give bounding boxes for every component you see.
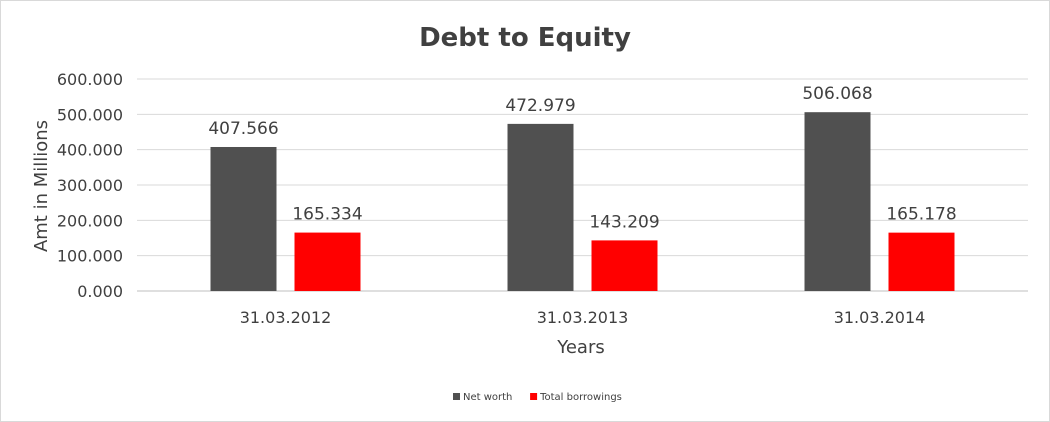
data-label: 407.566: [208, 119, 278, 139]
labels-layer: 407.566 165.334 31.03.2012 472.979 143.209 31…: [208, 84, 956, 327]
grid-layer: 0.000 100.000 200.000 300.000 400.000 500.000…: [57, 70, 1028, 301]
bar: [591, 240, 658, 291]
bars-layer: [210, 112, 955, 292]
legend-label: Net worth: [463, 392, 512, 403]
legend-label: Total borrowings: [539, 392, 622, 403]
bar: [888, 232, 955, 291]
data-label: 165.334: [292, 205, 362, 225]
y-tick-label: 300.000: [57, 176, 123, 195]
legend-swatch: [453, 393, 460, 400]
data-label: 506.068: [802, 84, 872, 104]
y-tick-label: 600.000: [57, 70, 123, 89]
data-label: 143.209: [589, 212, 659, 232]
legend: Net worth Total borrowings: [453, 392, 622, 403]
bar: [210, 146, 277, 291]
legend-swatch: [530, 393, 538, 400]
data-label: 472.979: [505, 96, 575, 116]
y-tick-label: 500.000: [57, 105, 123, 124]
bar: [294, 232, 361, 291]
y-tick-label: 100.000: [57, 247, 123, 266]
y-tick-label: 400.000: [57, 141, 123, 160]
bar: [507, 123, 574, 291]
x-tick-label: 31.03.2012: [240, 308, 332, 327]
x-axis-title: Years: [556, 337, 605, 358]
y-tick-label: 200.000: [57, 211, 123, 230]
chart-title: Debt to Equity: [419, 23, 631, 53]
bar: [804, 112, 871, 292]
x-tick-label: 31.03.2013: [537, 308, 629, 327]
data-label: 165.178: [886, 205, 956, 225]
x-tick-label: 31.03.2014: [834, 308, 926, 327]
y-axis-title: Amt in Millions: [31, 120, 52, 252]
y-tick-label: 0.000: [77, 282, 123, 301]
